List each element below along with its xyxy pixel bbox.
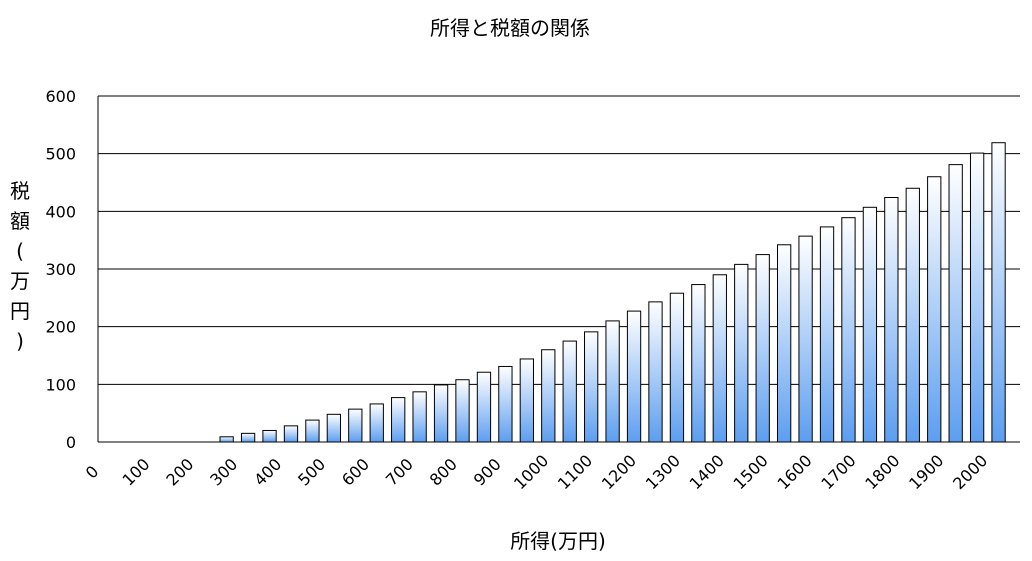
x-tick-label: 1700 [817,451,859,493]
y-tick-labels: 0 100 200 300 400 500 600 [45,87,76,452]
bar-1150 [605,320,620,443]
bar-500 [326,413,342,443]
x-axis-label: 所得(万円) [510,529,606,553]
bar-750 [433,384,449,443]
x-tick-label: 200 [162,455,197,490]
bar-1000 [541,349,556,443]
y-tick-label: 500 [45,145,76,164]
bar-450 [305,419,320,443]
x-tick-label: 400 [250,455,285,490]
y-axis-label-char: ) [16,329,24,353]
bar-1100 [584,331,599,443]
x-tick-label: 1900 [905,451,947,493]
bar-1350 [691,284,706,443]
bar-550 [348,408,363,443]
bar-1850 [905,187,920,443]
y-axis-label: 税額 ( 万円) [10,179,30,353]
bar-2000 [969,152,985,443]
bar-1300 [669,292,685,443]
y-axis-label-char: 万 [10,269,30,293]
x-tick-label: 1300 [642,451,684,493]
x-tick-label: 700 [382,455,417,490]
bar-350 [262,429,277,443]
bar-650 [391,397,406,443]
gridlines [98,95,1020,385]
bar-1650 [819,226,835,443]
x-tick-label: 1600 [773,451,815,493]
x-tick-label: 1100 [554,451,596,493]
x-tick-label: 600 [338,455,373,490]
y-axis-label-char: ( [16,239,24,263]
y-axis-label-char: 円 [10,299,30,323]
x-tick-label: 900 [470,455,505,490]
y-axis-label-char: 額 [10,209,30,233]
chart-title: 所得と税額の関係 [430,16,590,40]
bar-1550 [776,244,792,443]
x-tick-labels: 0 100 200 300 400 500 600 700 800 900 1000 1100 1200… [82,451,992,493]
bar-1450 [734,263,749,443]
bar-400 [283,425,299,443]
y-tick-label: 200 [45,318,76,337]
bar-1750 [862,206,878,443]
bar-1200 [626,310,642,443]
bar-850 [476,371,492,443]
x-tick-label: 2000 [949,451,991,493]
x-tick-label: 1200 [598,451,640,493]
bar-series [219,142,1006,443]
x-tick-label: 1500 [730,451,772,493]
y-axis-label-char: 税 [10,179,30,203]
x-tick-label: 1400 [686,451,728,493]
bar-1500 [755,254,770,443]
bar-1800 [884,196,899,443]
bar-1050 [562,340,577,443]
x-tick-label: 0 [82,462,103,483]
bar-700 [412,391,427,443]
bar-1400 [712,274,727,443]
bar-900 [498,365,513,443]
bar-300 [240,432,256,443]
y-tick-label: 100 [45,375,76,394]
bar-950 [519,358,534,443]
x-tick-label: 1000 [510,451,552,493]
y-tick-label: 300 [45,260,76,279]
y-tick-label: 400 [45,202,76,221]
bar-undefined [991,142,1006,443]
bar-600 [369,403,384,443]
bar-1950 [948,164,963,443]
bar-1250 [648,301,663,443]
x-tick-label: 300 [206,455,241,490]
x-tick-label: 800 [426,455,461,490]
bar-1600 [798,235,813,443]
bar-1900 [927,176,942,443]
y-tick-label: 0 [66,433,76,452]
bar-250 [219,436,234,443]
x-tick-label: 1800 [861,451,903,493]
x-tick-label: 500 [294,455,329,490]
bar-800 [455,379,470,443]
bar-1700 [841,217,856,443]
x-tick-label: 100 [118,455,153,490]
y-tick-label: 600 [45,87,76,106]
